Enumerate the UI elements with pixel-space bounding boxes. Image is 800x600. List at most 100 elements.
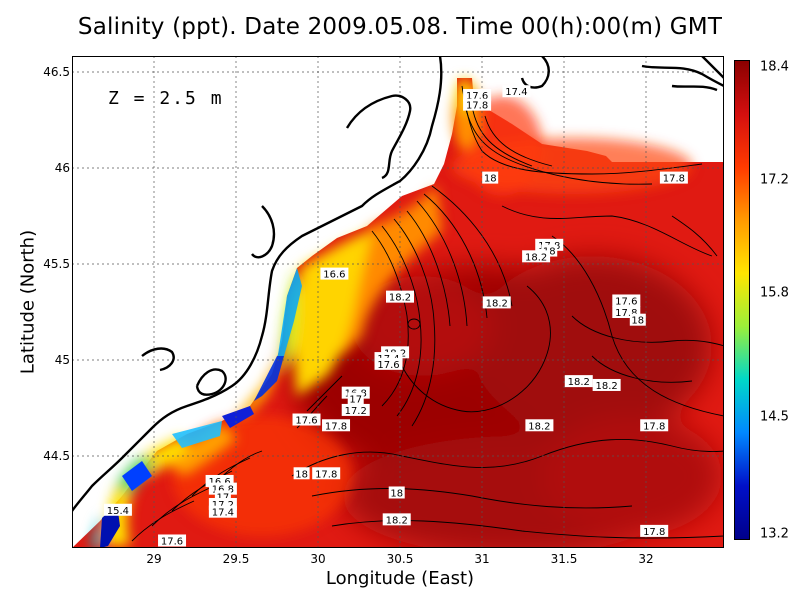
contour-label-text: 17.8	[466, 101, 488, 112]
contour-label-bg	[386, 290, 414, 303]
contour-label-bg	[612, 294, 641, 307]
contour-label-text: 17	[217, 492, 230, 503]
contour-label-text: 18.2	[568, 377, 590, 388]
contour-label: 18.2	[592, 378, 621, 392]
contour-label-text: 18	[484, 174, 497, 185]
contour-label-text: 16.8	[212, 485, 234, 496]
contour-label-bg	[502, 85, 531, 98]
contour-label: 18	[293, 467, 310, 480]
contour-label-bg	[293, 467, 310, 480]
chart-title: Salinity (ppt). Date 2009.05.08. Time 00…	[77, 14, 723, 40]
contour-label: 17.6	[374, 357, 403, 371]
contour-label-text: 16.6	[208, 477, 230, 488]
contour-label: 18	[482, 171, 499, 185]
contour-label-bg	[482, 296, 511, 309]
x-tick-label: 31	[474, 552, 490, 566]
contour-label-bg	[158, 534, 187, 547]
x-tick-label: 29.5	[222, 552, 250, 566]
x-tick-label: 29	[146, 552, 162, 566]
contour-label-bg	[522, 250, 551, 263]
contour-label-bg	[347, 392, 364, 405]
contour-label: 17.6	[463, 89, 492, 102]
contour-label-bg	[463, 98, 492, 111]
contour-label: 17	[347, 392, 364, 405]
contour-label-text: 17.6	[295, 416, 317, 427]
y-tick-label: 45	[54, 353, 70, 367]
colorbar-tick-label: 17.2	[760, 172, 789, 188]
contour-label-text: 17.8	[663, 174, 685, 185]
contour-label-bg	[388, 486, 405, 499]
contour-label-text: 18	[631, 316, 644, 327]
contour-label-bg	[208, 505, 237, 518]
contour-label-text: 17.8	[315, 469, 337, 480]
contour-label-bg	[463, 89, 492, 102]
contour-label-text: 15.4	[107, 506, 129, 517]
contour-label-text: 17.4	[505, 87, 527, 98]
contour-label-text: 18	[295, 469, 308, 480]
contour-label-text: 17.8	[643, 421, 665, 432]
x-tick-label: 30	[310, 552, 326, 566]
contour-label: 17.6	[158, 534, 187, 547]
x-axis-label: Longitude (East)	[325, 568, 475, 589]
contour-label-bg	[640, 419, 669, 432]
contour-label: 17.8	[463, 98, 492, 112]
contour-label-bg	[640, 524, 669, 537]
contour-label-text: 17.4	[212, 508, 234, 519]
contour-label-text: 16.6	[323, 270, 345, 281]
contour-label: 17.8	[322, 419, 351, 432]
contour-label-bg	[659, 171, 688, 184]
contour-label-text: 17.8	[643, 527, 665, 538]
contour-label-bg	[320, 267, 349, 280]
contour-label-text: 18.2	[486, 298, 508, 309]
contour-label: 17.4	[208, 505, 237, 519]
frontal-zone	[100, 268, 302, 548]
contour-label-bg	[374, 357, 403, 370]
contour-label-bg	[341, 403, 370, 416]
contour-label-text: 17.8	[615, 308, 637, 319]
depth-label: Z = 2.5 m	[108, 88, 224, 109]
contour-label-bg	[292, 413, 321, 426]
contour-label: 15.4	[103, 503, 132, 517]
contour-label-text: 17.6	[161, 536, 183, 547]
y-tick-label: 46	[54, 161, 70, 175]
contour-label-text: 17.6	[377, 360, 399, 371]
colorbar-tick-label: 14.5	[760, 409, 789, 425]
y-tick-label: 46.5	[43, 65, 70, 79]
contour-label: 17.6	[292, 413, 321, 427]
contour-label-bg	[322, 419, 351, 432]
contour-label: 17.6	[612, 294, 641, 307]
contour-label-text: 17.8	[325, 421, 347, 432]
contour-label-text: 17.6	[615, 296, 637, 307]
contour-label-bg	[592, 378, 621, 391]
contour-label-text: 18.2	[525, 252, 547, 263]
contour-label: 18.2	[564, 375, 593, 388]
contour-label: 16.6	[320, 267, 349, 281]
y-tick-label: 44.5	[43, 449, 70, 463]
contour-label-layer: 17.617.417.81817.817.81818.216.618.218.2…	[103, 85, 688, 547]
contour-label: 18	[388, 486, 405, 499]
contour-label-text: 17.6	[466, 91, 488, 102]
coastline	[72, 56, 724, 512]
x-tick-label: 32	[638, 552, 654, 566]
contour-label: 17.8	[659, 171, 688, 185]
contour-label: 18.2	[525, 419, 554, 432]
y-tick-label: 45.5	[43, 257, 70, 271]
contour-label: 17.2	[341, 403, 370, 417]
contour-label-bg	[564, 375, 593, 388]
contour-label: 18	[629, 313, 646, 327]
colorbar-tick-label: 13.2	[760, 526, 789, 542]
contour-label-text: 18.2	[386, 515, 408, 526]
map-canvas: 17.617.417.81817.817.81818.216.618.218.2…	[72, 56, 724, 548]
contour-label-bg	[629, 313, 646, 326]
contour-label-text: 18	[390, 488, 403, 499]
contour-label: 18.2	[522, 250, 551, 263]
contour-label: 18.2	[482, 296, 511, 309]
colorbar-tick-label: 18.4	[760, 59, 789, 75]
contour-label-bg	[482, 171, 499, 184]
contour-lines	[131, 85, 724, 542]
contour-label: 17.8	[312, 467, 341, 480]
contour-label: 17.4	[502, 85, 531, 98]
x-tick-label: 31.5	[550, 552, 578, 566]
contour-label-bg	[103, 503, 132, 516]
contour-label-text: 17	[349, 394, 362, 405]
